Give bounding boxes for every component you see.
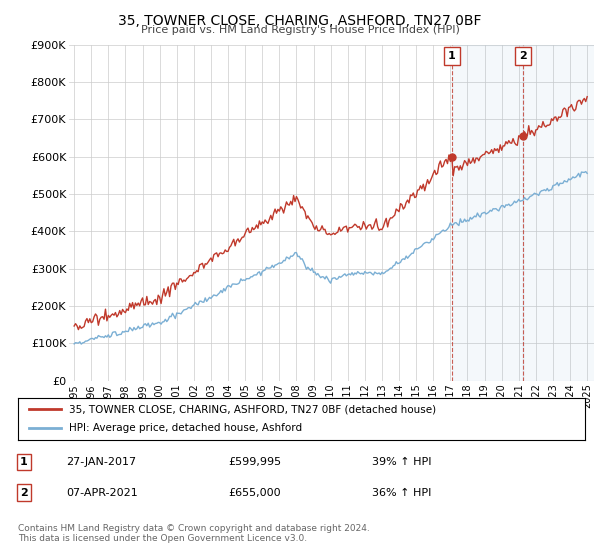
- Text: Contains HM Land Registry data © Crown copyright and database right 2024.
This d: Contains HM Land Registry data © Crown c…: [18, 524, 370, 543]
- Text: 2: 2: [20, 488, 28, 498]
- Text: Price paid vs. HM Land Registry's House Price Index (HPI): Price paid vs. HM Land Registry's House …: [140, 25, 460, 35]
- Text: HPI: Average price, detached house, Ashford: HPI: Average price, detached house, Ashf…: [69, 423, 302, 433]
- Text: 27-JAN-2017: 27-JAN-2017: [66, 457, 136, 467]
- Text: £599,995: £599,995: [228, 457, 281, 467]
- Text: 1: 1: [448, 51, 455, 61]
- Text: 35, TOWNER CLOSE, CHARING, ASHFORD, TN27 0BF: 35, TOWNER CLOSE, CHARING, ASHFORD, TN27…: [118, 14, 482, 28]
- Text: 1: 1: [20, 457, 28, 467]
- Text: 35, TOWNER CLOSE, CHARING, ASHFORD, TN27 0BF (detached house): 35, TOWNER CLOSE, CHARING, ASHFORD, TN27…: [69, 404, 436, 414]
- Text: 2: 2: [519, 51, 527, 61]
- Bar: [523, 45, 596, 381]
- Text: 36% ↑ HPI: 36% ↑ HPI: [372, 488, 431, 498]
- Text: 39% ↑ HPI: 39% ↑ HPI: [372, 457, 431, 467]
- Bar: [452, 45, 523, 381]
- Text: £655,000: £655,000: [228, 488, 281, 498]
- Text: 07-APR-2021: 07-APR-2021: [66, 488, 138, 498]
